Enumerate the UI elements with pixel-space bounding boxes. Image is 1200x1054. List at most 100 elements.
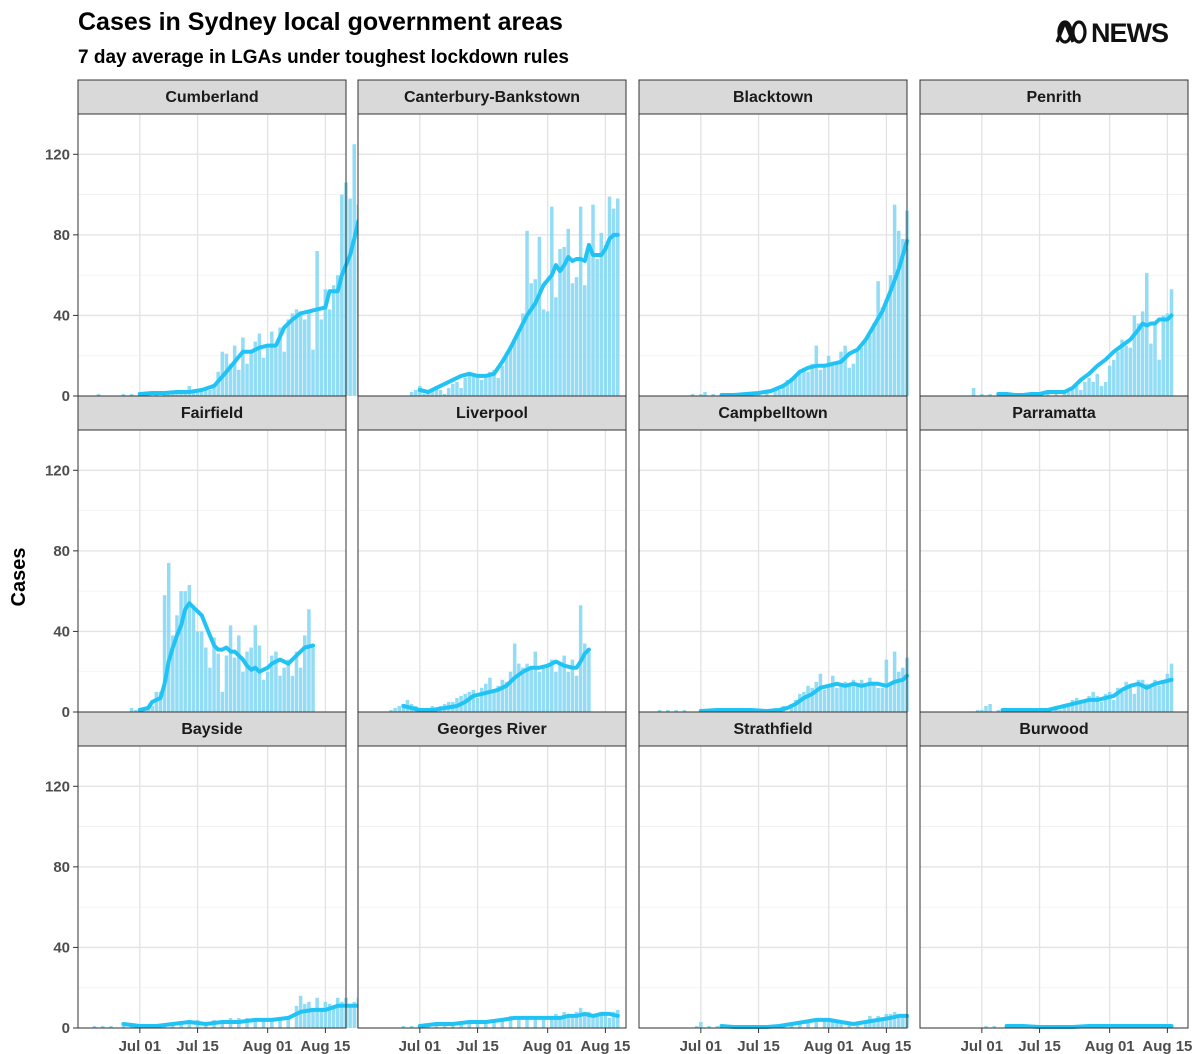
- case-bar: [389, 709, 393, 712]
- case-bar: [224, 353, 229, 396]
- case-bar: [261, 679, 266, 712]
- case-bar: [847, 1023, 852, 1028]
- case-bar: [1145, 273, 1149, 396]
- y-axis-label: Cases: [8, 548, 30, 607]
- case-bar: [352, 1001, 356, 1028]
- case-bar: [810, 363, 814, 396]
- case-bar: [92, 1025, 97, 1028]
- case-bar: [992, 1025, 996, 1028]
- case-bar: [1169, 289, 1174, 396]
- case-bar: [876, 1015, 880, 1028]
- case-bar: [1165, 313, 1170, 396]
- case-bar: [455, 381, 459, 396]
- case-bar: [257, 333, 262, 396]
- case-bar: [286, 319, 291, 396]
- case-bar: [868, 677, 872, 712]
- case-bar: [409, 1025, 414, 1028]
- case-bar: [298, 311, 303, 396]
- case-bar: [413, 389, 418, 396]
- case-bar: [984, 1025, 988, 1028]
- case-bar: [550, 1015, 554, 1028]
- case-bar: [566, 1013, 571, 1028]
- case-bar: [1161, 315, 1166, 396]
- case-bar: [204, 647, 208, 712]
- case-bar: [109, 1025, 113, 1028]
- case-bar: [578, 206, 583, 396]
- case-bar: [508, 671, 513, 712]
- case-bar: [591, 1013, 595, 1028]
- case-bar: [1153, 679, 1157, 712]
- case-bar: [175, 615, 179, 712]
- case-bar: [237, 635, 241, 712]
- case-bar: [666, 709, 670, 712]
- case-bar: [607, 1017, 612, 1028]
- case-bar: [216, 653, 220, 712]
- case-bar: [96, 393, 101, 396]
- x-tick-label: Jul 01: [119, 1038, 162, 1054]
- case-bar: [868, 335, 872, 396]
- case-bar: [699, 1021, 703, 1028]
- case-bar: [278, 1019, 282, 1028]
- case-bar: [323, 289, 328, 396]
- case-bar: [253, 341, 258, 396]
- case-bar: [1066, 391, 1071, 396]
- case-bar: [508, 345, 513, 396]
- case-bar: [179, 591, 183, 712]
- case-bar: [980, 393, 984, 396]
- case-bar: [839, 351, 843, 396]
- case-bar: [257, 645, 262, 712]
- strip-label: Georges River: [437, 721, 546, 738]
- case-bar: [249, 647, 253, 712]
- case-bar: [529, 283, 533, 396]
- case-bar: [1083, 699, 1087, 712]
- case-bar: [315, 997, 319, 1028]
- y-tick-label: 120: [45, 146, 70, 163]
- case-bar: [1136, 323, 1141, 396]
- case-bar: [521, 667, 525, 712]
- case-bar: [826, 1019, 831, 1028]
- case-bar: [224, 655, 229, 712]
- case-bar: [558, 663, 562, 712]
- panel-campbelltown: Campbelltown: [638, 395, 909, 713]
- case-bar: [232, 657, 237, 712]
- case-bar: [521, 313, 525, 396]
- case-bar: [831, 365, 835, 396]
- case-bar: [533, 1017, 538, 1028]
- panel-background: [639, 430, 907, 712]
- x-tick-label: Aug 01: [243, 1038, 293, 1054]
- case-bar: [1112, 359, 1116, 396]
- case-bar: [798, 369, 802, 396]
- case-bar: [826, 685, 831, 712]
- case-bar: [496, 377, 500, 396]
- case-bar: [1107, 365, 1112, 396]
- panel-border: [919, 745, 1189, 1029]
- case-bar: [888, 275, 893, 396]
- case-bar: [228, 625, 233, 712]
- case-bar: [574, 1011, 579, 1028]
- chart-subtitle: 7 day average in LGAs under toughest loc…: [78, 47, 569, 68]
- case-bar: [1153, 321, 1157, 396]
- case-bar: [307, 311, 311, 396]
- case-bar: [674, 709, 678, 712]
- x-tick-label: Jul 15: [456, 1038, 499, 1054]
- x-tick-label: Aug 01: [1085, 1038, 1135, 1054]
- case-bar: [492, 369, 496, 396]
- case-bar: [261, 357, 266, 396]
- x-tick-label: Aug 15: [1142, 1038, 1192, 1054]
- case-bar: [872, 323, 876, 396]
- abc-news-logo: NEWS: [1055, 18, 1169, 48]
- case-bar: [1112, 699, 1116, 712]
- case-bar: [187, 585, 192, 712]
- case-bar: [282, 667, 286, 712]
- case-bar: [843, 345, 847, 396]
- case-bar: [121, 393, 126, 396]
- x-tick-label: Jul 01: [680, 1038, 723, 1054]
- case-bar: [1128, 347, 1133, 396]
- case-bar: [336, 997, 340, 1028]
- panel-border: [638, 745, 908, 1029]
- case-bar: [1058, 709, 1062, 712]
- seven-day-average-line: [137, 218, 361, 396]
- case-bar: [512, 339, 517, 396]
- y-tick-label: 80: [53, 859, 70, 876]
- logo-news-text: NEWS: [1091, 18, 1168, 48]
